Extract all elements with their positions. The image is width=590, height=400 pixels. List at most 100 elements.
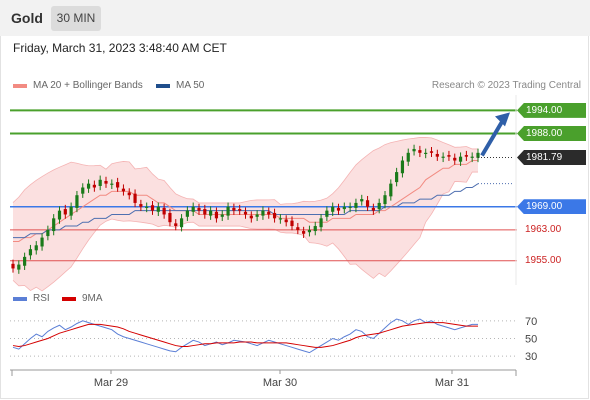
legend-rsi-label: RSI	[33, 293, 50, 304]
candle-body	[406, 152, 410, 162]
target-arrow-shaft	[480, 117, 506, 157]
candle-body	[150, 205, 155, 211]
rsi-9ma-line	[12, 322, 478, 348]
candle-body	[464, 155, 468, 157]
candle-body	[424, 152, 428, 154]
candle-body	[453, 157, 457, 161]
candle-body	[104, 180, 108, 184]
candle-body	[86, 183, 91, 189]
timeframe-button[interactable]: 30 MIN	[51, 6, 101, 31]
rsi-tick-label: 30	[525, 351, 537, 363]
legend-ma20: MA 20 + Bollinger Bands	[13, 80, 143, 91]
candle-body	[203, 209, 207, 215]
candle-body	[162, 207, 166, 215]
candle-body	[336, 207, 341, 211]
candle-body	[290, 220, 294, 227]
candle-body	[243, 211, 248, 215]
candle-body	[278, 218, 282, 220]
rsi-line	[12, 318, 478, 354]
legend-9ma: 9MA	[62, 293, 103, 304]
candle-body	[191, 206, 195, 212]
candle-body	[232, 207, 236, 211]
candle-body	[395, 172, 399, 183]
candle-body	[365, 200, 370, 207]
level-label-1955.00: 1955.00	[525, 255, 562, 267]
candle-body	[110, 183, 114, 185]
legend-ma50-label: MA 50	[176, 80, 205, 91]
candle-body	[447, 155, 451, 157]
candle-body	[325, 210, 329, 217]
candle-body	[470, 156, 474, 158]
candle-body	[476, 152, 480, 158]
candle-body	[179, 218, 184, 228]
candle-body	[116, 182, 120, 188]
top-bar: Gold 30 MIN	[0, 0, 590, 36]
bollinger-upper-line	[12, 137, 478, 205]
candle-body	[377, 202, 381, 210]
candle-body	[69, 206, 73, 216]
candle-body	[342, 206, 346, 210]
candle-body	[40, 237, 44, 247]
candle-body	[307, 229, 312, 233]
candle-body	[98, 179, 102, 186]
candle-body	[319, 218, 323, 228]
candle-body	[284, 219, 288, 223]
candle-body	[371, 207, 375, 211]
candle-body	[81, 187, 85, 194]
level-label-1988.00: 1988.00	[517, 126, 586, 142]
candle-body	[52, 218, 56, 232]
candle-body	[418, 150, 422, 153]
candle-body	[197, 207, 201, 211]
legend-9ma-swatch	[62, 296, 76, 301]
candle-body	[272, 212, 277, 219]
candle-body	[139, 204, 143, 207]
candle-body	[226, 206, 230, 216]
candle-body	[383, 195, 387, 205]
bollinger-lower-line	[12, 171, 478, 292]
time-tick-label: Mar 31	[435, 377, 469, 389]
candle-body	[174, 223, 178, 227]
rsi-tick-label: 50	[525, 334, 537, 346]
candle-body	[127, 192, 131, 196]
candle-body	[400, 160, 405, 174]
candle-body	[412, 148, 416, 152]
legend-rsi-swatch	[13, 296, 27, 301]
candle-body	[238, 209, 242, 211]
candle-body	[156, 206, 160, 212]
last-price-label: 1981.79	[517, 149, 586, 165]
level-label-1969.00: 1969.00	[517, 199, 586, 215]
candle-body	[389, 183, 393, 197]
candle-body	[360, 199, 364, 202]
time-tick-label: Mar 29	[94, 377, 128, 389]
candle-body	[261, 210, 265, 216]
candle-body	[435, 153, 439, 157]
candle-body	[255, 214, 259, 217]
chart-datetime: Friday, March 31, 2023 3:48:40 AM CET	[13, 41, 227, 55]
candle-body	[185, 210, 189, 217]
candle-body	[28, 249, 33, 256]
candle-body	[220, 214, 224, 217]
candle-body	[57, 210, 62, 220]
candle-body	[145, 206, 149, 208]
candle-body	[429, 151, 434, 153]
candle-body	[348, 206, 352, 208]
candle-body	[75, 195, 79, 208]
candle-body	[121, 188, 126, 192]
candle-body	[168, 212, 172, 223]
candle-body	[92, 184, 96, 188]
legend-ma20-label: MA 20 + Bollinger Bands	[33, 80, 143, 91]
candle-body	[313, 226, 317, 232]
candle-body	[63, 209, 67, 215]
candle-body	[209, 210, 213, 216]
level-label-1963.00: 1963.00	[525, 224, 562, 236]
instrument-title: Gold	[11, 10, 43, 26]
time-tick-label: Mar 30	[263, 377, 297, 389]
candle-body	[249, 215, 253, 219]
candle-body	[354, 202, 358, 208]
legend-9ma-label: 9MA	[82, 293, 103, 304]
candle-body	[331, 206, 335, 212]
candle-body	[458, 156, 463, 162]
legend-ma50: MA 50	[156, 80, 204, 91]
candle-body	[296, 227, 300, 230]
